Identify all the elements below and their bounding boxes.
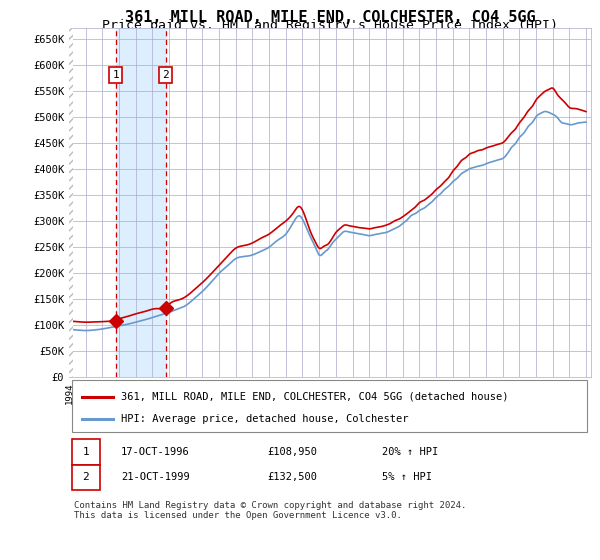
Bar (116, 28, 166, 377)
Text: 2: 2 (82, 472, 89, 482)
Text: 1: 1 (112, 71, 119, 80)
Text: Contains HM Land Registry data © Crown copyright and database right 2024.
This d: Contains HM Land Registry data © Crown c… (74, 501, 467, 520)
Text: £132,500: £132,500 (268, 472, 317, 482)
Text: 20% ↑ HPI: 20% ↑ HPI (382, 447, 439, 457)
Text: Price paid vs. HM Land Registry's House Price Index (HPI): Price paid vs. HM Land Registry's House … (102, 19, 558, 32)
Text: 21-OCT-1999: 21-OCT-1999 (121, 472, 190, 482)
Text: 361, MILL ROAD, MILE END, COLCHESTER, CO4 5GG (detached house): 361, MILL ROAD, MILE END, COLCHESTER, CO… (121, 392, 509, 402)
Text: 361, MILL ROAD, MILE END, COLCHESTER, CO4 5GG: 361, MILL ROAD, MILE END, COLCHESTER, CO… (125, 10, 535, 25)
FancyBboxPatch shape (71, 380, 587, 432)
FancyBboxPatch shape (71, 465, 100, 490)
Text: HPI: Average price, detached house, Colchester: HPI: Average price, detached house, Colc… (121, 414, 409, 424)
FancyBboxPatch shape (71, 440, 100, 465)
Text: £108,950: £108,950 (268, 447, 317, 457)
Text: 17-OCT-1996: 17-OCT-1996 (121, 447, 190, 457)
Text: 1: 1 (82, 447, 89, 457)
Text: 2: 2 (163, 71, 169, 80)
Text: 5% ↑ HPI: 5% ↑ HPI (382, 472, 432, 482)
